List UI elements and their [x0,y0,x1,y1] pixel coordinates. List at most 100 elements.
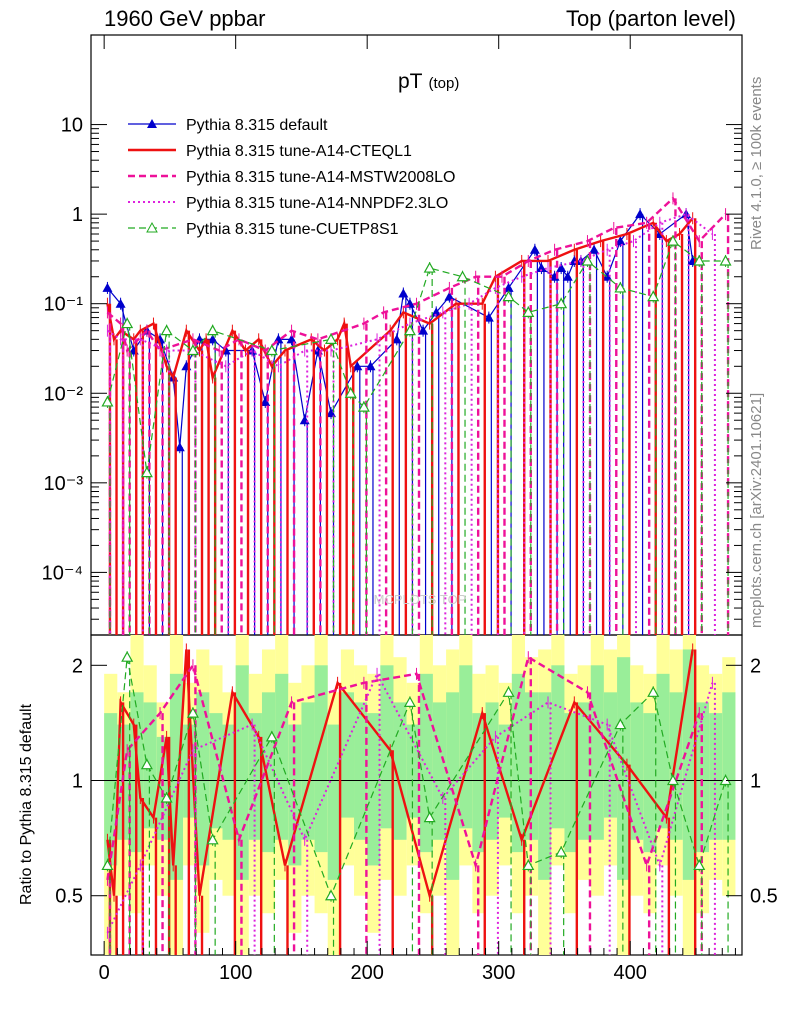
main-ytick-label: 10⁻¹ [44,294,84,316]
main-cuetp8s1-point [666,234,679,246]
band-green-bin [643,713,657,853]
ratio-cuetp8s1-point [693,859,706,871]
band-green-bin [406,724,420,818]
legend-label-cteql1: Pythia 8.315 tune-A14-CTEQL1 [186,143,412,160]
main-default-point [556,263,567,273]
ratio-cuetp8s1-point [647,686,660,697]
main-cteql1-line [106,217,694,382]
main-cuetp8s1-point [403,324,416,336]
main-cuetp8s1-line [106,240,726,473]
band-green-bin [301,702,315,840]
ratio-cuetp8s1-point [614,718,627,730]
main-default-point [562,271,573,281]
ratio-series-group [91,643,742,955]
main-ytick-label: 10⁻⁴ [42,562,83,584]
main-cuetp8s1-point [456,270,469,282]
ratio-cuetp8s1-point [101,859,114,871]
xtick-label: 100 [219,962,252,984]
main-default-point [536,263,547,273]
band-green-bin [354,702,368,840]
main-cuetp8s1-point [555,297,568,309]
main-default-point [326,408,337,418]
main-cuetp8s1-point [324,333,338,344]
ratio-cuetp8s1-point [502,686,515,697]
band-green-bin [564,713,578,853]
main-cuetp8s1-point [206,324,219,336]
main-ytick-label: 10 [61,115,83,137]
band-green-bin [261,692,276,853]
ratio-ytick-label: 2 [72,655,83,677]
ratio-cuetp8s1-point [160,791,173,803]
band-green-bin [617,657,631,880]
main-default-point [115,298,126,308]
main-mstw-line [106,196,727,353]
header-left: 1960 GeV ppbar [104,6,266,31]
legend-marker-default [147,119,157,128]
band-green-bin [235,665,249,880]
main-cuetp8s1-point [121,317,134,329]
ratio-cuetp8s1-point [140,758,153,770]
watermark: MCPLOTS TOP [374,592,467,607]
main-series-group [101,192,732,635]
ratio-cuetp8s1-point [403,696,416,707]
band-green-bin [169,673,184,880]
chart-title: pT (top) [398,70,459,93]
main-default-point [589,244,600,254]
main-default-point [286,334,297,344]
main-default-point [431,307,442,317]
chart-title-main: pT [398,70,423,93]
legend: Pythia 8.315 default Pythia 8.315 tune-A1… [128,117,455,238]
ratio-cuetp8s1-point [121,650,134,662]
main-ytick-label: 10⁻³ [44,473,84,495]
ratio-cuetp8s1-point [324,889,338,901]
main-default-point [260,396,271,406]
ratio-ytick-label: 0.5 [55,886,83,908]
ratio-cuetp8s1-point [666,774,679,786]
main-default-point [635,209,646,219]
band-green-bin [393,702,407,840]
main-cuetp8s1-point [101,395,114,407]
band-green-bin [209,713,223,829]
band-green-bin [275,673,289,840]
band-green-bin [340,692,355,818]
band-green-bin [630,702,644,840]
main-cuetp8s1-point [522,306,535,317]
main-default-point [365,361,376,371]
main-cuetp8s1-point [614,281,627,293]
main-cuetp8s1-point [719,254,732,266]
main-cuetp8s1-point [581,254,594,266]
band-green-bin [156,736,170,840]
legend-label-cuetp8s1: Pythia 8.315 tune-CUETP8S1 [186,221,399,238]
ratio-cuetp8s1-point [206,833,219,845]
header-right: Top (parton level) [566,6,736,31]
band-green-bin [656,673,670,829]
xtick-label: 0 [99,962,110,984]
main-default-point [503,282,514,292]
main-default-point [444,291,455,301]
main-ytick-label: 10⁻² [44,383,84,405]
ratio-cteql1-line [106,649,694,901]
band-green-bin [695,702,710,853]
band-green-bin [104,713,118,866]
ratio-ytick-label-right: 2 [750,655,761,677]
band-green-bin [577,702,591,840]
main-default-point [155,334,166,344]
main-cuetp8s1-point [160,324,173,336]
xtick-label: 400 [614,962,647,984]
ratio-cuetp8s1-point [186,706,199,718]
main-cuetp8s1-point [693,254,706,266]
main-cuetp8s1-point [140,466,153,478]
band-green-bin [419,673,433,853]
main-cuetp8s1-point [423,261,436,273]
ratio-cuetp8s1-point [555,845,568,857]
xtick-label: 200 [350,962,383,984]
band-green-bin [538,692,552,880]
ratio-cuetp8s1-point [265,730,278,742]
band-green-bin [459,665,473,829]
chart-title-sub: (top) [429,75,460,92]
band-green-bin [709,713,723,840]
band-green-bin [472,713,486,853]
main-default-point [602,271,613,281]
main-cuetp8s1-point [265,344,278,356]
main-cuetp8s1-point [186,344,199,356]
